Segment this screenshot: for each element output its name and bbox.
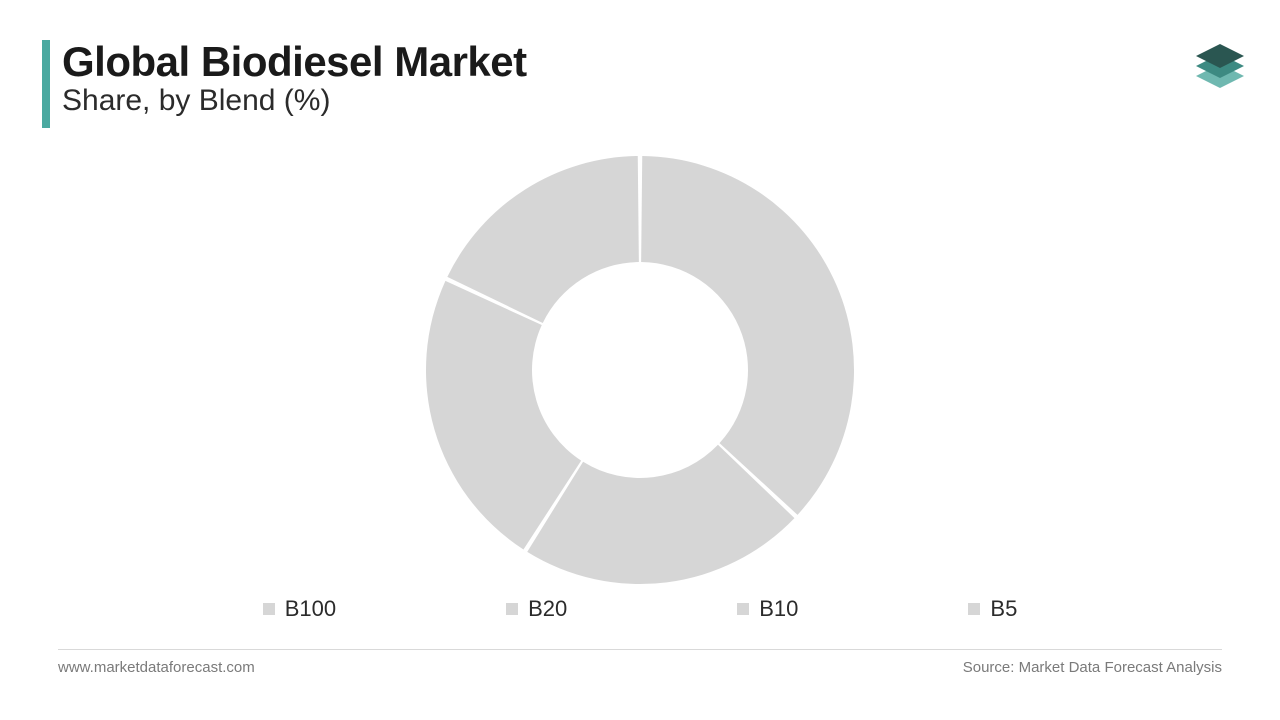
footer-url: www.marketdataforecast.com — [58, 659, 255, 676]
page-subtitle: Share, by Blend (%) — [62, 84, 527, 117]
legend-item: B5 — [968, 596, 1017, 622]
legend-label: B5 — [990, 596, 1017, 622]
legend-label: B100 — [285, 596, 336, 622]
legend-swatch-icon — [506, 603, 518, 615]
title-group: Global Biodiesel Market Share, by Blend … — [62, 40, 527, 117]
legend-item: B20 — [506, 596, 567, 622]
legend-item: B10 — [737, 596, 798, 622]
header-block: Global Biodiesel Market Share, by Blend … — [42, 40, 527, 128]
accent-bar — [42, 40, 50, 128]
legend-swatch-icon — [737, 603, 749, 615]
donut-slice — [641, 156, 854, 515]
page-title: Global Biodiesel Market — [62, 40, 527, 84]
legend-label: B20 — [528, 596, 567, 622]
legend-label: B10 — [759, 596, 798, 622]
legend-swatch-icon — [263, 603, 275, 615]
legend-item: B100 — [263, 596, 336, 622]
footer-divider — [58, 649, 1222, 650]
legend-swatch-icon — [968, 603, 980, 615]
footer-source: Source: Market Data Forecast Analysis — [963, 659, 1222, 676]
brand-logo-icon — [1190, 28, 1250, 88]
donut-chart — [0, 150, 1280, 590]
chart-legend: B100 B20 B10 B5 — [0, 596, 1280, 622]
